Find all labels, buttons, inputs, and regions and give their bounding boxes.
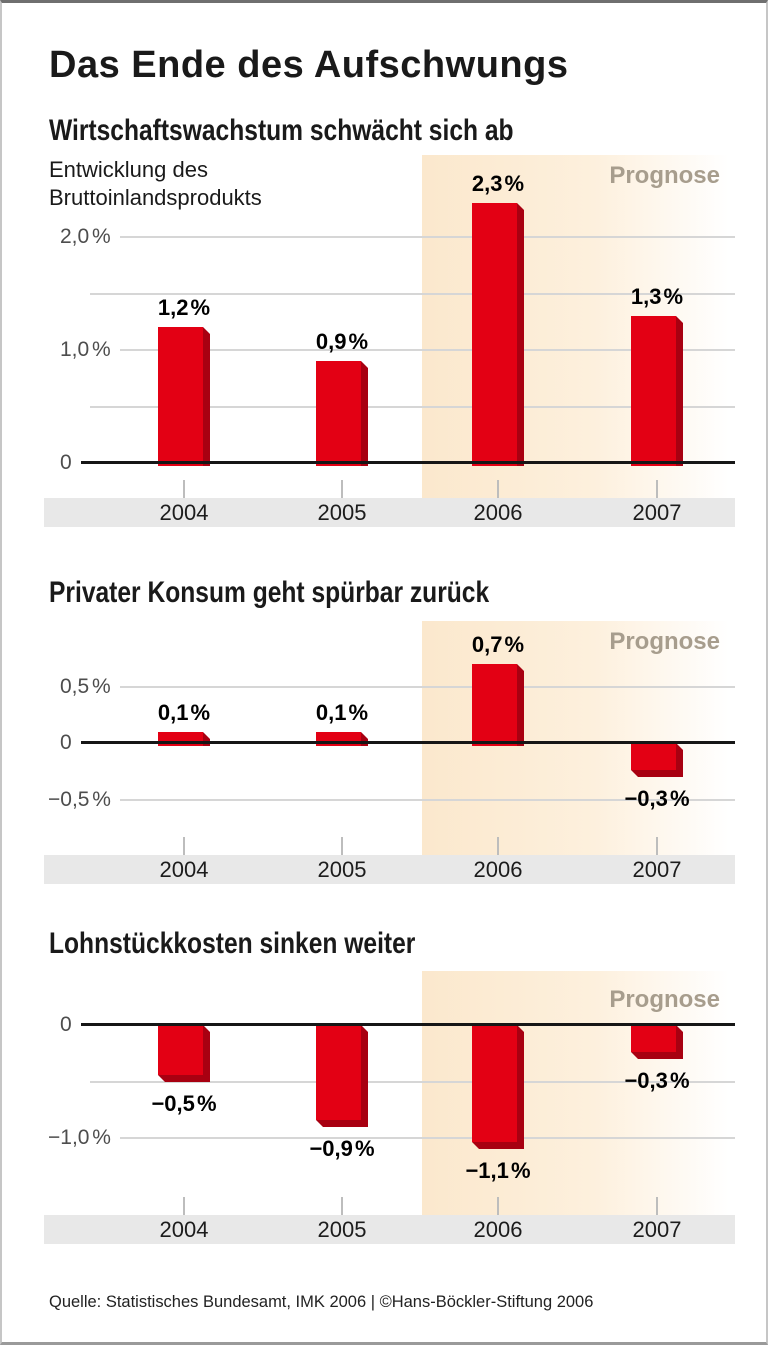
chart-1-year-2007: 2007 <box>632 500 682 525</box>
chart-2-value-label: −0,3 % <box>624 786 690 811</box>
chart-2-gridline <box>120 685 735 688</box>
chart-2-ytick-label: 0,5 % <box>60 674 111 698</box>
chart-2-tick <box>341 837 343 855</box>
bar-bottom-shade <box>631 1052 683 1059</box>
bar-bottom-shade <box>316 1120 368 1127</box>
chart-3-bar-2006 <box>472 1025 524 1149</box>
chart-1-value-label: 1,2 % <box>157 295 211 320</box>
bar-bottom-shade <box>472 1142 524 1149</box>
chart-1-bar-2005 <box>316 361 368 466</box>
chart-3-tick <box>341 1197 343 1215</box>
bar-side-shade <box>676 1025 683 1059</box>
chart-2-bar-2007 <box>631 743 683 777</box>
chart-3-bar-2007 <box>631 1025 683 1059</box>
chart-1-tick <box>341 480 343 498</box>
chart-3-gridline <box>120 1137 735 1139</box>
chart-1-year-band <box>44 498 735 527</box>
bar-side-shade <box>517 203 524 466</box>
chart-1-bar-2007 <box>631 316 683 466</box>
chart-3-year-band <box>44 1215 735 1244</box>
chart-1-gridline <box>120 349 735 351</box>
chart-1-zero-axis <box>81 461 735 464</box>
chart-3-value-label: −0,3 % <box>624 1068 690 1093</box>
chart-1-title: Wirtschaftswachstum schwächt sich ab <box>49 114 514 147</box>
chart-1-gridline <box>90 405 735 408</box>
chart-1-subtitle: Entwicklung des Bruttoinlandsprodukts <box>49 157 262 210</box>
chart-3-value-label: −1,1 % <box>465 1158 531 1183</box>
chart-2-year-2004: 2004 <box>159 857 209 882</box>
chart-1-forecast-label: Prognose <box>609 162 720 189</box>
chart-3-title: Lohnstückkosten sinken weiter <box>49 927 416 960</box>
chart-3-gridline <box>90 1080 735 1083</box>
bar-side-shade <box>517 664 524 746</box>
chart-3-ytick-label: 0 <box>60 1013 72 1036</box>
chart-3-year-2006: 2006 <box>473 1217 523 1242</box>
chart-2-tick <box>497 837 499 855</box>
bar-side-shade <box>676 316 683 466</box>
chart-3-zero-axis <box>81 1023 735 1026</box>
chart-1-ytick-label: 0 <box>60 451 72 474</box>
chart-3-year-2005: 2005 <box>317 1217 367 1242</box>
chart-1-bar-2004 <box>158 327 210 466</box>
bar-side-shade <box>361 1025 368 1127</box>
chart-2-value-label: 0,1 % <box>157 700 211 725</box>
chart-3-value-label: −0,9 % <box>309 1136 375 1161</box>
chart-1-year-2005: 2005 <box>317 500 367 525</box>
chart-2-year-2005: 2005 <box>317 857 367 882</box>
chart-3-forecast-label: Prognose <box>609 986 720 1013</box>
bar-side-shade <box>676 743 683 777</box>
chart-1-value-label: 1,3 % <box>630 284 684 309</box>
chart-1-gridline <box>90 292 735 295</box>
bar-side-shade <box>203 1025 210 1082</box>
chart-1-year-2006: 2006 <box>473 500 523 525</box>
page-title: Das Ende des Aufschwungs <box>49 44 569 86</box>
chart-2-value-label: 0,1 % <box>315 700 369 725</box>
bar-bottom-shade <box>631 770 683 777</box>
chart-1-forecast-band <box>422 155 735 498</box>
chart-1-gridline <box>120 236 735 238</box>
chart-1-tick <box>656 480 658 498</box>
chart-2-forecast-label: Prognose <box>609 628 720 655</box>
chart-2-tick <box>656 837 658 855</box>
chart-2-gridline <box>120 798 735 801</box>
chart-1-year-2004: 2004 <box>159 500 209 525</box>
chart-2-tick <box>183 837 185 855</box>
chart-2-ytick-label: 0 <box>60 731 72 754</box>
chart-1-tick <box>497 480 499 498</box>
chart-1-value-label: 2,3 % <box>471 171 525 196</box>
source-line: Quelle: Statistisches Bundesamt, IMK 200… <box>49 1292 594 1311</box>
chart-3-tick <box>656 1197 658 1215</box>
chart-3-tick <box>183 1197 185 1215</box>
chart-1-bar-2006 <box>472 203 524 466</box>
bar-side-shade <box>361 732 368 746</box>
bar-bottom-shade <box>158 1075 210 1082</box>
chart-1-value-label: 0,9 % <box>315 329 369 354</box>
chart-3-tick <box>497 1197 499 1215</box>
chart-3-year-2007: 2007 <box>632 1217 682 1242</box>
chart-2-bar-2006 <box>472 664 524 746</box>
chart-3-bar-2004 <box>158 1025 210 1082</box>
bar-side-shade <box>203 327 210 466</box>
chart-2-year-band <box>44 855 735 884</box>
chart-3-ytick-label: −1,0 % <box>48 1126 111 1149</box>
chart-1-ytick-label: 2,0 % <box>60 225 111 248</box>
chart-2-title: Privater Konsum geht spürbar zurück <box>49 576 490 609</box>
chart-2-ytick-label: −0,5 % <box>48 787 111 811</box>
chart-1-tick <box>183 480 185 498</box>
chart-3-bar-2005 <box>316 1025 368 1127</box>
chart-2-value-label: 0,7 % <box>471 632 525 657</box>
chart-1-ytick-label: 1,0 % <box>60 338 111 361</box>
chart-2-zero-axis <box>81 741 735 744</box>
chart-2-year-2007: 2007 <box>632 857 682 882</box>
bar-side-shade <box>203 732 210 746</box>
chart-3-year-2004: 2004 <box>159 1217 209 1242</box>
chart-3-value-label: −0,5 % <box>151 1091 217 1116</box>
bar-side-shade <box>517 1025 524 1149</box>
bar-side-shade <box>361 361 368 466</box>
chart-2-year-2006: 2006 <box>473 857 523 882</box>
